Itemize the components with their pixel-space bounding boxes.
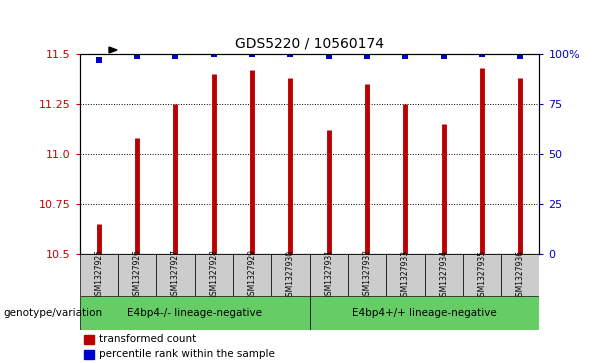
Bar — [310, 254, 348, 296]
Text: GSM1327934: GSM1327934 — [439, 249, 448, 301]
Point — [362, 53, 372, 59]
Point — [477, 52, 487, 57]
Bar — [424, 254, 463, 296]
Bar — [80, 296, 310, 330]
Bar — [195, 254, 233, 296]
Title: GDS5220 / 10560174: GDS5220 / 10560174 — [235, 37, 384, 50]
Text: genotype/variation: genotype/variation — [3, 308, 102, 318]
Point — [439, 53, 449, 59]
Text: GSM1327929: GSM1327929 — [248, 249, 257, 301]
Bar — [80, 254, 118, 296]
Point — [516, 53, 525, 59]
Text: E4bp4-/- lineage-negative: E4bp4-/- lineage-negative — [127, 308, 262, 318]
Text: GSM1327935: GSM1327935 — [478, 249, 487, 301]
Text: GSM1327932: GSM1327932 — [362, 249, 371, 301]
Bar — [501, 254, 539, 296]
Text: E4bp4+/+ lineage-negative: E4bp4+/+ lineage-negative — [352, 308, 497, 318]
Bar — [233, 254, 271, 296]
Bar — [84, 350, 94, 359]
Text: GSM1327928: GSM1327928 — [209, 249, 218, 301]
Point — [247, 52, 257, 57]
Bar — [271, 254, 310, 296]
Point — [132, 53, 142, 59]
Text: GSM1327931: GSM1327931 — [324, 249, 333, 301]
Point — [209, 52, 219, 57]
Bar — [84, 335, 94, 344]
Bar — [348, 254, 386, 296]
Text: GSM1327927: GSM1327927 — [171, 249, 180, 301]
Text: GSM1327933: GSM1327933 — [401, 249, 410, 301]
Text: GSM1327936: GSM1327936 — [516, 249, 525, 301]
Bar — [156, 254, 195, 296]
Point — [170, 53, 180, 59]
Text: transformed count: transformed count — [99, 334, 196, 344]
Polygon shape — [109, 47, 117, 53]
Bar — [386, 254, 424, 296]
Text: percentile rank within the sample: percentile rank within the sample — [99, 349, 275, 359]
Text: GSM1327930: GSM1327930 — [286, 249, 295, 301]
Text: GSM1327926: GSM1327926 — [132, 249, 142, 301]
Text: GSM1327925: GSM1327925 — [94, 249, 104, 301]
Bar — [118, 254, 156, 296]
Point — [400, 53, 410, 59]
Point — [94, 57, 104, 63]
Bar — [310, 296, 539, 330]
Point — [286, 52, 295, 57]
Bar — [463, 254, 501, 296]
Point — [324, 53, 333, 59]
